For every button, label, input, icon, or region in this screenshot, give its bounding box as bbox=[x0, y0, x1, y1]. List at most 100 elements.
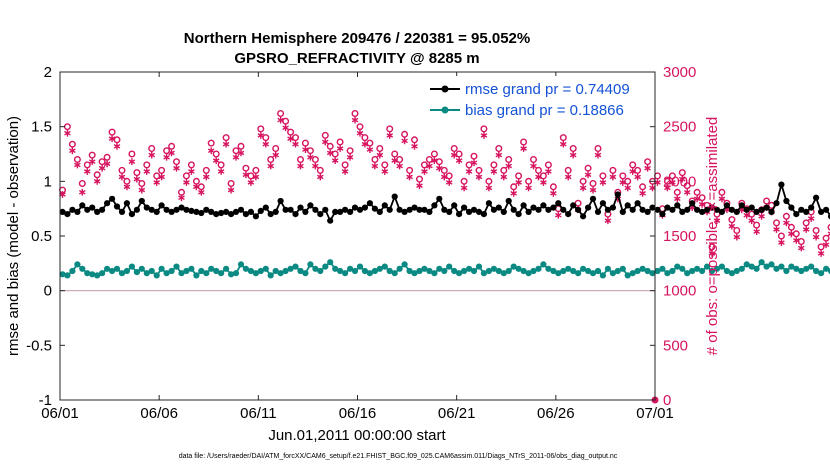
series-1-point-151 bbox=[808, 263, 815, 270]
series-0-point-75 bbox=[431, 202, 438, 209]
series-0-point-102 bbox=[565, 211, 572, 218]
obs-possible-point-155 bbox=[827, 223, 830, 231]
obs-possible-point-30 bbox=[207, 139, 215, 147]
obs-assimilated-point-95 bbox=[530, 162, 537, 170]
obs-possible-point-123 bbox=[668, 172, 676, 180]
series-1-point-29 bbox=[203, 270, 210, 277]
series-0-point-135 bbox=[728, 206, 736, 213]
obs-assimilated-point-101 bbox=[559, 140, 567, 148]
obs-possible-point-37 bbox=[242, 164, 250, 172]
obs-assimilated-point-17 bbox=[143, 168, 151, 175]
obs-assimilated-point-46 bbox=[287, 135, 294, 143]
series-0-point-136 bbox=[733, 208, 740, 215]
series-1-point-62 bbox=[366, 270, 373, 277]
obs-assimilated-point-71 bbox=[411, 142, 418, 150]
series-1-point-75 bbox=[431, 270, 438, 277]
series-1-point-22 bbox=[168, 267, 175, 275]
series-1-point-56 bbox=[337, 267, 344, 275]
obs-possible-point-29 bbox=[202, 166, 210, 174]
series-0-point-99 bbox=[550, 204, 557, 211]
series-1-point-146 bbox=[783, 267, 790, 275]
chart-title-line1: Northern Hemisphere 209476 / 220381 = 95… bbox=[184, 30, 530, 47]
obs-possible-point-124 bbox=[673, 188, 681, 196]
obs-possible-point-95 bbox=[530, 155, 538, 163]
obs-possible-point-35 bbox=[232, 147, 240, 155]
obs-assimilated-point-30 bbox=[207, 147, 215, 155]
y-right-tick-label-0: 0 bbox=[663, 392, 671, 409]
series-1-point-32 bbox=[218, 270, 225, 277]
obs-assimilated-point-106 bbox=[584, 171, 592, 179]
series-0-point-129 bbox=[699, 208, 706, 215]
obs-assimilated-point-97 bbox=[540, 179, 547, 186]
series-1-point-48 bbox=[297, 267, 304, 275]
series-0-point-111 bbox=[609, 204, 617, 211]
obs-assimilated-point-105 bbox=[579, 184, 587, 192]
legend: rmse grand pr = 0.74409 bias grand pr = … bbox=[425, 76, 653, 120]
series-1-point-15 bbox=[133, 269, 140, 276]
obs-possible-point-144 bbox=[773, 219, 781, 227]
series-0-point-50 bbox=[307, 202, 314, 209]
series-0-point-108 bbox=[594, 208, 602, 215]
obs-assimilated-point-154 bbox=[822, 241, 830, 249]
obs-assimilated-point-75 bbox=[431, 157, 438, 164]
series-0-point-132 bbox=[713, 206, 721, 213]
x-tick-label-5: 06/26 bbox=[537, 405, 575, 422]
obs-possible-point-70 bbox=[406, 166, 414, 174]
obs-possible-point-115 bbox=[629, 161, 637, 169]
series-0-point-121 bbox=[659, 211, 666, 218]
series-1-point-37 bbox=[242, 265, 249, 272]
obs-possible-point-52 bbox=[316, 166, 324, 174]
obs-possible-point-79 bbox=[450, 144, 458, 152]
series-0-point-26 bbox=[188, 207, 195, 214]
obs-assimilated-point-92 bbox=[515, 179, 522, 186]
legend-bias-label: bias grand pr = 0.18866 bbox=[465, 102, 624, 119]
series-0-point-40 bbox=[257, 207, 264, 214]
series-0-point-87 bbox=[490, 206, 497, 213]
series-1-point-72 bbox=[416, 267, 423, 275]
series-1-point-89 bbox=[500, 270, 507, 277]
obs-assimilated-point-1 bbox=[64, 129, 71, 137]
obs-possible-point-33 bbox=[222, 134, 230, 142]
obs-assimilated-point-34 bbox=[227, 186, 235, 194]
obs-assimilated-point-47 bbox=[292, 140, 299, 148]
series-0-point-51 bbox=[312, 206, 319, 213]
obs-assimilated-point-38 bbox=[247, 179, 255, 186]
obs-possible-point-57 bbox=[341, 161, 349, 169]
series-0-point-19 bbox=[153, 208, 160, 215]
obs-assimilated-point-128 bbox=[693, 195, 701, 203]
obs-assimilated-point-129 bbox=[698, 200, 706, 208]
series-0-point-96 bbox=[535, 206, 542, 213]
obs-assimilated-point-22 bbox=[168, 149, 175, 157]
obs-possible-point-140 bbox=[753, 221, 761, 229]
obs-possible-point-154 bbox=[822, 234, 830, 242]
obs-assimilated-point-103 bbox=[569, 151, 577, 159]
series-0-point-86 bbox=[485, 200, 492, 207]
series-0-point-55 bbox=[332, 208, 339, 215]
series-1-point-103 bbox=[570, 267, 577, 275]
series-1-point-54 bbox=[327, 259, 334, 266]
series-0-point-133 bbox=[718, 208, 726, 215]
obs-assimilated-point-31 bbox=[212, 157, 220, 164]
series-1-point-19 bbox=[153, 272, 160, 279]
series-0-point-42 bbox=[267, 211, 274, 218]
series-1-point-18 bbox=[148, 267, 155, 275]
series-1-point-10 bbox=[109, 267, 116, 275]
obs-possible-point-146 bbox=[782, 212, 790, 220]
y-left-tick-label-4: 1 bbox=[44, 173, 52, 190]
y-left-tick-label-1: -0.5 bbox=[26, 337, 52, 354]
x-tick-label-1: 06/06 bbox=[140, 405, 178, 422]
series-1-point-131 bbox=[708, 267, 716, 275]
obs-assimilated-point-120 bbox=[654, 179, 661, 186]
series-0-point-97 bbox=[540, 202, 547, 209]
obs-assimilated-point-65 bbox=[381, 168, 389, 175]
obs-possible-point-66 bbox=[386, 125, 394, 133]
series-0-point-106 bbox=[585, 204, 592, 211]
series-0-point-35 bbox=[232, 208, 240, 215]
obs-possible-point-36 bbox=[237, 142, 245, 150]
series-1-point-150 bbox=[803, 265, 810, 272]
series-1-point-44 bbox=[277, 270, 284, 277]
series-0-point-56 bbox=[337, 208, 344, 215]
series-0-point-90 bbox=[505, 197, 512, 205]
obs-assimilated-point-132 bbox=[713, 217, 721, 225]
series-0-point-139 bbox=[748, 204, 755, 211]
